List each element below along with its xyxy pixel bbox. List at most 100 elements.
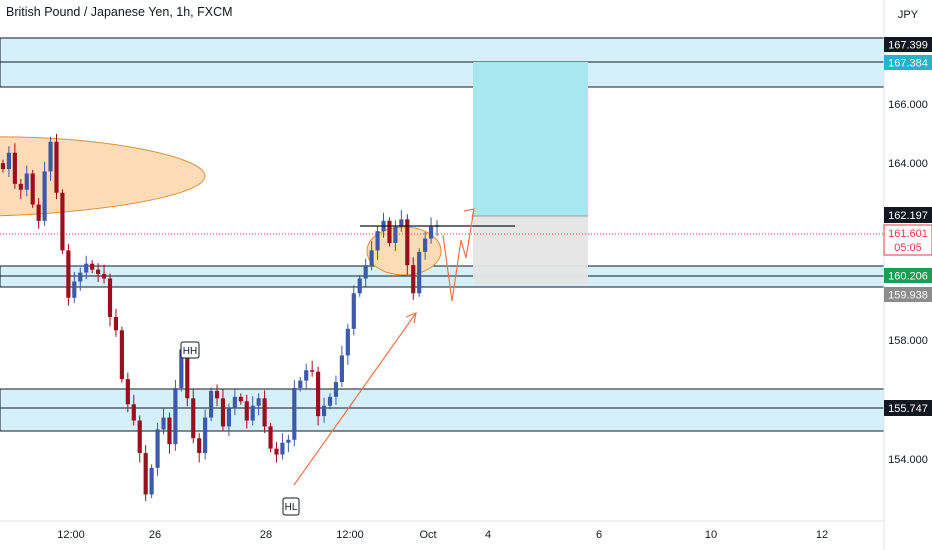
candle-body[interactable]	[220, 398, 226, 427]
candle-body[interactable]	[90, 263, 95, 270]
candle-body[interactable]	[125, 379, 130, 405]
candle-body[interactable]	[54, 141, 59, 193]
candle-body[interactable]	[250, 405, 255, 421]
candle-body[interactable]	[66, 250, 71, 298]
candle-body[interactable]	[405, 219, 410, 266]
candle-body[interactable]	[96, 269, 101, 275]
candle-body[interactable]	[36, 204, 41, 221]
lower-zone-price-tag[interactable]	[884, 400, 932, 416]
hh-label-box[interactable]	[180, 341, 200, 359]
candle-body[interactable]	[226, 408, 231, 427]
target-price-tag[interactable]	[884, 55, 932, 70]
candle-body[interactable]	[316, 371, 321, 417]
y-tick-label: 166.000	[888, 99, 928, 111]
x-tick-label: 12	[816, 529, 828, 541]
candle-body[interactable]	[244, 401, 249, 421]
candle-body[interactable]	[179, 349, 184, 388]
candle-body[interactable]	[167, 417, 172, 445]
candle-body[interactable]	[345, 328, 350, 356]
candle-body[interactable]	[357, 278, 362, 294]
candle-body[interactable]	[232, 396, 237, 409]
projection-path[interactable]	[442, 208, 475, 302]
candle-body[interactable]	[280, 442, 285, 455]
candle-body[interactable]	[423, 238, 428, 252]
candle-body[interactable]	[321, 405, 327, 417]
price-axis[interactable]: JPY 166.000 164.000 158.000 154.000 167.…	[883, 0, 932, 550]
time-axis[interactable]: 12:00 26 28 12:00 Oct 4 6 10 12	[0, 520, 884, 550]
candle-body[interactable]	[24, 173, 29, 190]
consolidation-ellipse[interactable]	[366, 226, 442, 276]
y-tick-label: 164.000	[888, 158, 928, 170]
candle-body[interactable]	[6, 152, 11, 170]
target-area[interactable]	[473, 62, 588, 216]
candle-body[interactable]	[143, 453, 148, 495]
candle-body[interactable]	[327, 396, 333, 406]
candle-body[interactable]	[268, 426, 273, 449]
y-tick-label: 154.000	[888, 454, 928, 466]
candle-body[interactable]	[149, 467, 154, 495]
candle-body[interactable]	[155, 429, 160, 468]
candle-body[interactable]	[304, 370, 309, 381]
candle-body[interactable]	[137, 420, 142, 454]
stop-area[interactable]	[473, 216, 588, 284]
candle-body[interactable]	[161, 417, 166, 430]
top-zone-price-tag[interactable]	[884, 37, 932, 52]
candle-body[interactable]	[119, 330, 124, 380]
candle-body[interactable]	[274, 448, 279, 455]
candle-body[interactable]	[48, 141, 53, 172]
candle-body[interactable]	[262, 398, 267, 427]
candle-body[interactable]	[369, 250, 374, 266]
stop-marker-price-tag[interactable]	[884, 207, 932, 223]
candle-body[interactable]	[298, 380, 303, 388]
candle-body[interactable]	[363, 265, 368, 279]
x-tick-label: Oct	[419, 529, 436, 541]
candle-body[interactable]	[214, 390, 220, 399]
candle-body[interactable]	[107, 278, 113, 317]
candle-body[interactable]	[333, 382, 339, 397]
candle-body[interactable]	[411, 265, 416, 294]
stop-price-tag[interactable]	[884, 287, 932, 302]
candle-body[interactable]	[203, 417, 208, 454]
candle-body[interactable]	[310, 370, 315, 372]
current-price-tag[interactable]	[883, 224, 932, 256]
candle-body[interactable]	[286, 439, 291, 443]
candle-body[interactable]	[18, 183, 23, 190]
candle-body[interactable]	[292, 387, 297, 440]
candle-body[interactable]	[197, 438, 202, 454]
candle-body[interactable]	[113, 316, 119, 331]
hl-label-box[interactable]	[282, 497, 300, 516]
trend-drawings	[293, 208, 475, 486]
candle-body[interactable]	[30, 173, 35, 205]
x-tick-label: 28	[260, 529, 272, 541]
candle-body[interactable]	[399, 219, 404, 227]
candle-body[interactable]	[173, 387, 178, 445]
candle-body[interactable]	[375, 231, 380, 251]
candle-body[interactable]	[417, 251, 422, 294]
entry-price-tag[interactable]	[884, 268, 932, 283]
candle-body[interactable]	[78, 272, 83, 282]
candle-body[interactable]	[101, 274, 107, 279]
lower-zone[interactable]	[0, 388, 885, 432]
candle-body[interactable]	[339, 355, 344, 383]
candle-body[interactable]	[0, 163, 6, 170]
trend-arrow[interactable]	[293, 312, 417, 486]
candle-body[interactable]	[351, 293, 356, 329]
candle-body[interactable]	[84, 263, 89, 273]
candle-body[interactable]	[393, 226, 398, 243]
long-position-tool[interactable]	[473, 62, 588, 284]
candle-body[interactable]	[42, 171, 47, 221]
candle-body[interactable]	[72, 281, 77, 298]
candle-body[interactable]	[387, 220, 392, 243]
candle-body[interactable]	[131, 404, 136, 421]
candle-body[interactable]	[60, 192, 65, 251]
swing-labels: HH HL	[180, 341, 300, 516]
trend-arrowhead	[405, 312, 417, 324]
candle-body[interactable]	[12, 152, 17, 184]
candle-body[interactable]	[191, 398, 196, 439]
candle-body[interactable]	[185, 349, 190, 399]
candle-body[interactable]	[238, 396, 243, 402]
candle-body[interactable]	[256, 398, 261, 406]
candle-body[interactable]	[429, 226, 434, 239]
candle-body[interactable]	[209, 390, 214, 418]
